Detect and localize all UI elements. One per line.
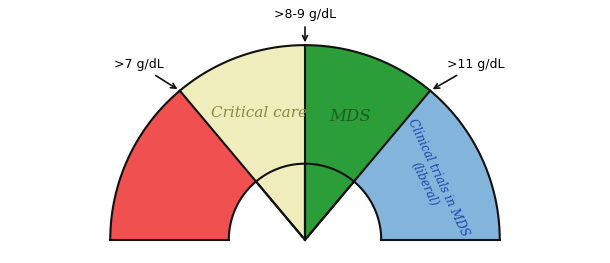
Wedge shape <box>110 91 256 240</box>
Polygon shape <box>256 164 305 240</box>
Text: >11 g/dL: >11 g/dL <box>434 58 504 88</box>
Wedge shape <box>354 91 500 240</box>
Wedge shape <box>180 45 305 181</box>
Text: >8-9 g/dL: >8-9 g/dL <box>274 8 336 41</box>
Text: >7 g/dL: >7 g/dL <box>113 58 176 88</box>
Wedge shape <box>305 45 430 181</box>
Text: Clinical trials in MDS
(liberal): Clinical trials in MDS (liberal) <box>392 117 472 245</box>
Polygon shape <box>305 164 354 240</box>
Text: MDS: MDS <box>329 108 371 125</box>
Text: Critical care: Critical care <box>210 105 307 120</box>
